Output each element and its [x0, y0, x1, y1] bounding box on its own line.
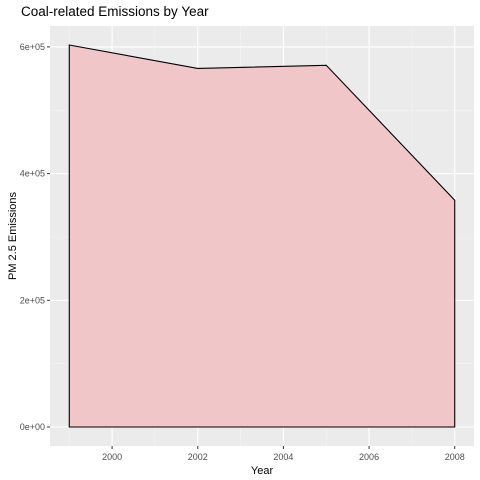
y-tick-label: 4e+05 — [20, 169, 45, 179]
y-tick-label: 2e+05 — [20, 295, 45, 305]
x-tick-label: 2000 — [102, 452, 122, 462]
y-axis-title: PM 2.5 Emissions — [7, 191, 19, 280]
x-tick-label: 2008 — [445, 452, 465, 462]
area-fill — [68, 44, 456, 428]
x-axis-title: Year — [251, 465, 274, 477]
y-axis: 0e+00 2e+05 4e+05 6e+05 — [20, 42, 50, 432]
chart-title: Coal-related Emissions by Year — [21, 4, 209, 19]
y-tick-label: 6e+05 — [20, 42, 45, 52]
x-tick-label: 2002 — [188, 452, 208, 462]
x-tick-label: 2004 — [273, 452, 293, 462]
area-series — [68, 44, 456, 428]
x-axis: 2000 2002 2004 2006 2008 — [102, 446, 465, 462]
y-tick-label: 0e+00 — [20, 422, 45, 432]
x-tick-label: 2006 — [359, 452, 379, 462]
